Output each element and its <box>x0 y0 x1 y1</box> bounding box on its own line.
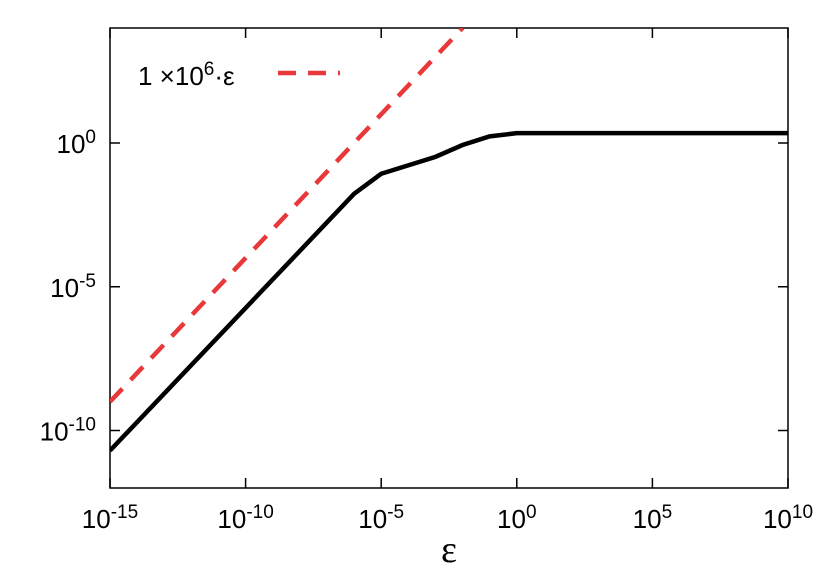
legend-label: 1 ×106·ε <box>138 59 235 91</box>
x-tick-label: 100 <box>497 502 537 534</box>
plot-area <box>110 28 788 453</box>
data-line <box>110 28 465 404</box>
x-tick-label: 10-15 <box>82 502 138 534</box>
x-tick-label: 1010 <box>763 502 813 534</box>
y-tick-label: 100 <box>57 127 97 159</box>
x-tick-label: 10-10 <box>217 502 273 534</box>
plot-frame <box>109 27 789 489</box>
x-axis-label: ε <box>441 529 457 571</box>
x-tick-label: 105 <box>633 502 673 534</box>
y-tick-label: 10-5 <box>50 271 96 303</box>
y-tick-label: 10-10 <box>40 415 96 447</box>
x-tick-label: 10-5 <box>358 502 404 534</box>
data-line <box>110 130 788 453</box>
